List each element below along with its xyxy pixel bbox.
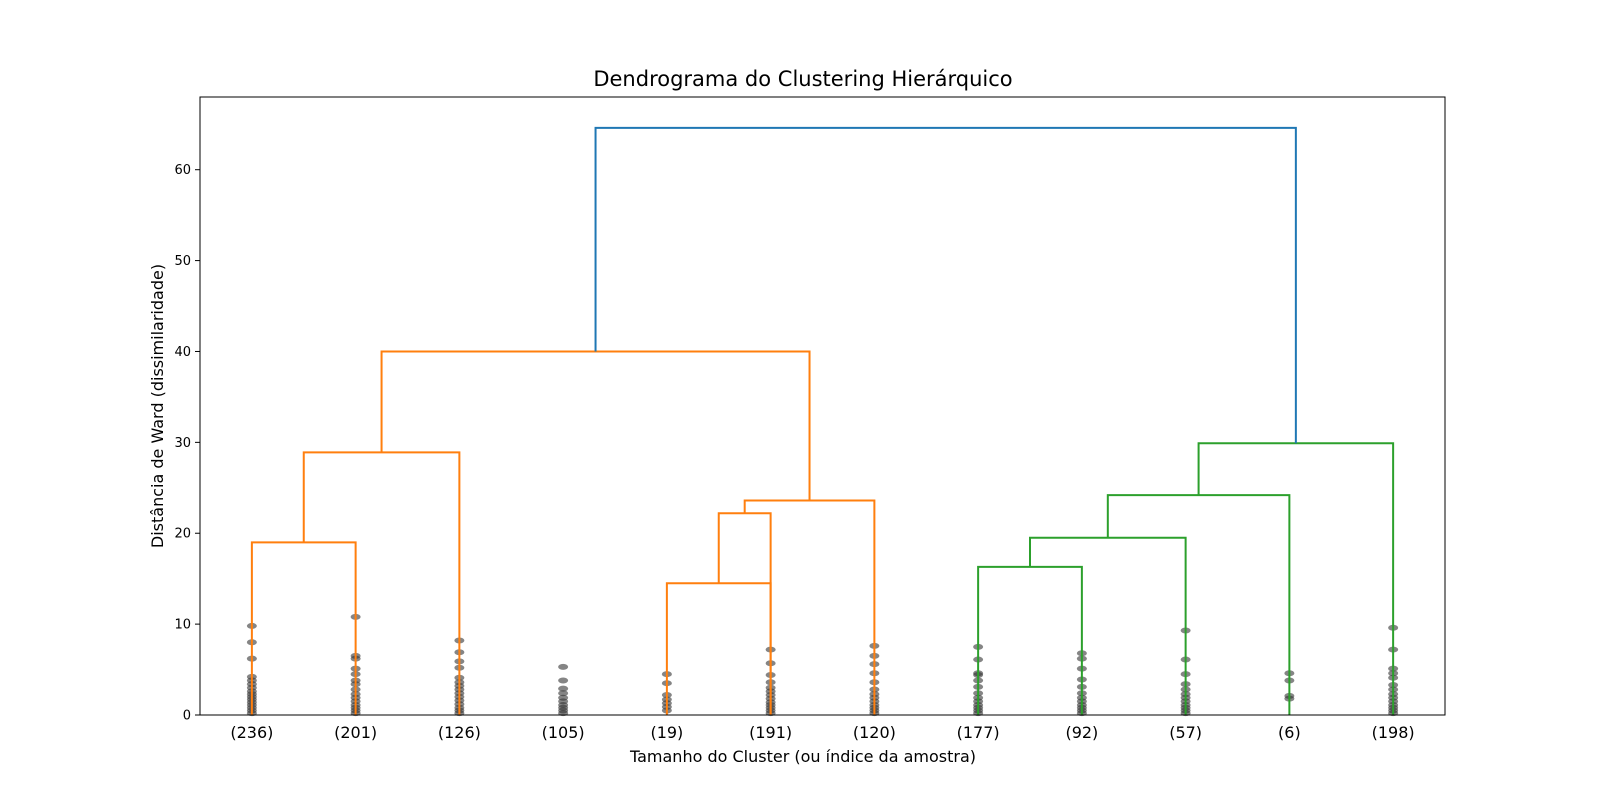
x-tick-label: (92) <box>1065 723 1098 742</box>
x-tick-label: (105) <box>542 723 585 742</box>
dendrogram-link <box>743 499 876 715</box>
dendrogram-link <box>594 126 1297 444</box>
dendrogram-link <box>1197 442 1395 715</box>
dendrogram-links-layer <box>250 126 1395 715</box>
leaf-points-layer <box>246 613 1399 717</box>
x-tick-label: (57) <box>1169 723 1202 742</box>
leaf-point <box>558 694 569 701</box>
leaf-point <box>558 690 569 697</box>
y-tick-label: 60 <box>174 163 191 178</box>
y-tick-label: 30 <box>174 436 191 451</box>
dendrogram-link <box>665 582 772 715</box>
x-tick-label: (120) <box>853 723 896 742</box>
x-tick-label: (6) <box>1278 723 1301 742</box>
y-axis-label: Distância de Ward (dissimilaridade) <box>148 264 167 548</box>
x-axis-label: Tamanho do Cluster (ou índice da amostra… <box>629 747 976 766</box>
x-tick-label: (236) <box>230 723 273 742</box>
dendrogram-link <box>1029 536 1187 715</box>
axes-layer: 0 10 20 30 40 50 60 (236) (201) (126) (105) (19) (19… <box>174 96 1446 742</box>
x-tick-label: (19) <box>650 723 683 742</box>
x-tick-label: (201) <box>334 723 377 742</box>
dendrogram-link <box>717 512 772 715</box>
plot-frame <box>199 96 1446 716</box>
leaf-point <box>558 685 569 692</box>
dendrogram-link <box>250 541 357 715</box>
dendrogram-link <box>977 565 1083 715</box>
y-tick-label: 40 <box>174 345 191 360</box>
y-tick-label: 20 <box>174 527 191 542</box>
y-tick-label: 0 <box>183 709 191 724</box>
y-tick-label: 50 <box>174 254 191 269</box>
x-tick-label: (126) <box>438 723 481 742</box>
x-tick-label: (177) <box>957 723 1000 742</box>
dendrogram-link <box>1106 494 1291 715</box>
leaf-point <box>558 663 569 670</box>
dendrogram-link <box>302 451 461 715</box>
x-tick-label: (198) <box>1372 723 1415 742</box>
dendrogram-link <box>380 350 811 501</box>
chart-title: Dendrograma do Clustering Hierárquico <box>593 67 1012 91</box>
leaf-point <box>558 677 569 684</box>
x-tick-label: (191) <box>749 723 792 742</box>
y-tick-label: 10 <box>174 618 191 633</box>
